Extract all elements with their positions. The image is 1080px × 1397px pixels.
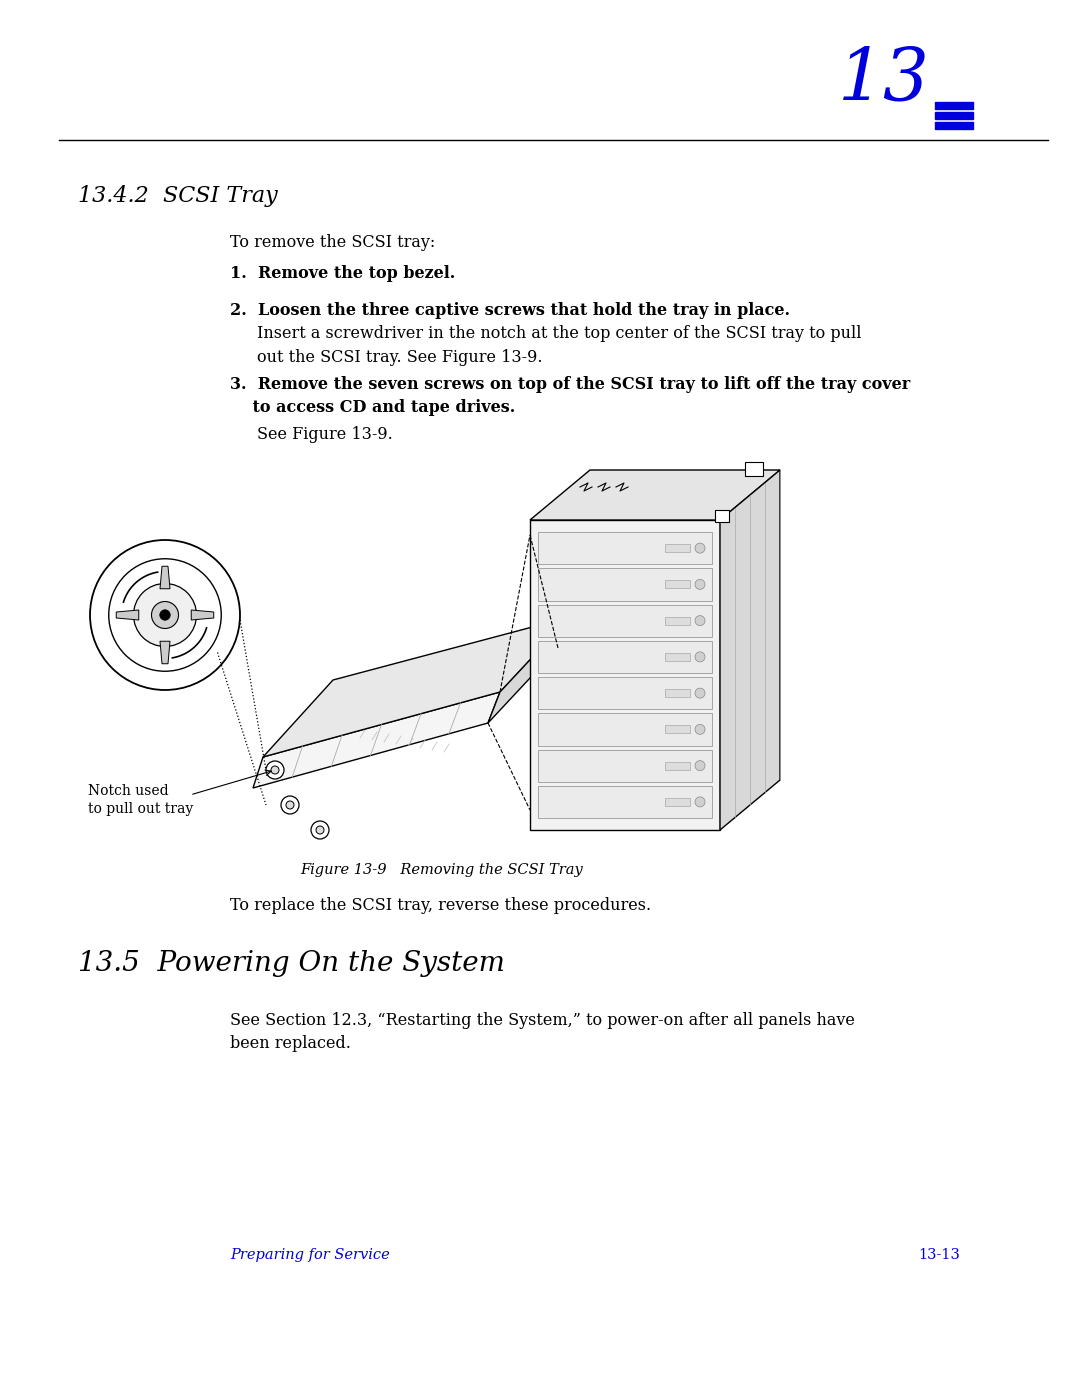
Circle shape bbox=[311, 821, 329, 840]
Polygon shape bbox=[160, 566, 170, 588]
Circle shape bbox=[160, 609, 171, 620]
FancyBboxPatch shape bbox=[538, 569, 712, 601]
FancyBboxPatch shape bbox=[665, 761, 690, 770]
Circle shape bbox=[696, 543, 705, 553]
FancyBboxPatch shape bbox=[538, 532, 712, 564]
FancyBboxPatch shape bbox=[935, 102, 973, 109]
Circle shape bbox=[266, 761, 284, 780]
FancyBboxPatch shape bbox=[538, 750, 712, 782]
Circle shape bbox=[696, 725, 705, 735]
Circle shape bbox=[696, 652, 705, 662]
Text: Insert a screwdriver in the notch at the top center of the SCSI tray to pull
out: Insert a screwdriver in the notch at the… bbox=[257, 326, 862, 366]
FancyBboxPatch shape bbox=[745, 462, 762, 476]
Text: 2.  Loosen the three captive screws that hold the tray in place.: 2. Loosen the three captive screws that … bbox=[230, 302, 789, 319]
Polygon shape bbox=[530, 469, 780, 520]
FancyBboxPatch shape bbox=[665, 725, 690, 733]
Text: 3.  Remove the seven screws on top of the SCSI tray to lift off the tray cover
 : 3. Remove the seven screws on top of the… bbox=[230, 376, 910, 416]
FancyBboxPatch shape bbox=[665, 652, 690, 661]
FancyBboxPatch shape bbox=[665, 616, 690, 624]
Text: To replace the SCSI tray, reverse these procedures.: To replace the SCSI tray, reverse these … bbox=[230, 897, 651, 914]
Circle shape bbox=[286, 800, 294, 809]
Text: Notch used
to pull out tray: Notch used to pull out tray bbox=[87, 784, 193, 816]
Text: Preparing for Service: Preparing for Service bbox=[230, 1248, 390, 1261]
Circle shape bbox=[316, 826, 324, 834]
Polygon shape bbox=[253, 692, 500, 788]
FancyBboxPatch shape bbox=[935, 122, 973, 129]
FancyBboxPatch shape bbox=[665, 543, 690, 552]
Polygon shape bbox=[530, 520, 720, 830]
Circle shape bbox=[696, 616, 705, 626]
Circle shape bbox=[134, 584, 197, 647]
FancyBboxPatch shape bbox=[665, 689, 690, 697]
FancyBboxPatch shape bbox=[715, 510, 729, 522]
Circle shape bbox=[151, 602, 178, 629]
FancyBboxPatch shape bbox=[538, 605, 712, 637]
FancyBboxPatch shape bbox=[538, 641, 712, 673]
Text: 1.  Remove the top bezel.: 1. Remove the top bezel. bbox=[230, 265, 456, 282]
Polygon shape bbox=[191, 610, 214, 620]
FancyBboxPatch shape bbox=[665, 580, 690, 588]
Circle shape bbox=[696, 689, 705, 698]
Polygon shape bbox=[488, 617, 570, 724]
Text: See Section 12.3, “Restarting the System,” to power-on after all panels have
bee: See Section 12.3, “Restarting the System… bbox=[230, 1011, 855, 1052]
Polygon shape bbox=[264, 617, 570, 757]
FancyBboxPatch shape bbox=[538, 785, 712, 819]
Circle shape bbox=[696, 796, 705, 807]
FancyBboxPatch shape bbox=[665, 798, 690, 806]
Polygon shape bbox=[720, 469, 780, 830]
Text: 13.4.2  SCSI Tray: 13.4.2 SCSI Tray bbox=[78, 184, 278, 207]
Circle shape bbox=[696, 580, 705, 590]
Text: 13.5  Powering On the System: 13.5 Powering On the System bbox=[78, 950, 505, 977]
FancyBboxPatch shape bbox=[538, 678, 712, 710]
Circle shape bbox=[696, 760, 705, 771]
Text: Figure 13-9   Removing the SCSI Tray: Figure 13-9 Removing the SCSI Tray bbox=[300, 863, 583, 877]
Text: 13-13: 13-13 bbox=[918, 1248, 960, 1261]
Text: 13: 13 bbox=[838, 45, 930, 115]
Text: To remove the SCSI tray:: To remove the SCSI tray: bbox=[230, 235, 435, 251]
Circle shape bbox=[271, 766, 279, 774]
Circle shape bbox=[281, 796, 299, 814]
FancyBboxPatch shape bbox=[538, 714, 712, 746]
Polygon shape bbox=[117, 610, 138, 620]
FancyBboxPatch shape bbox=[935, 112, 973, 119]
Text: See Figure 13-9.: See Figure 13-9. bbox=[257, 426, 393, 443]
Polygon shape bbox=[160, 641, 170, 664]
